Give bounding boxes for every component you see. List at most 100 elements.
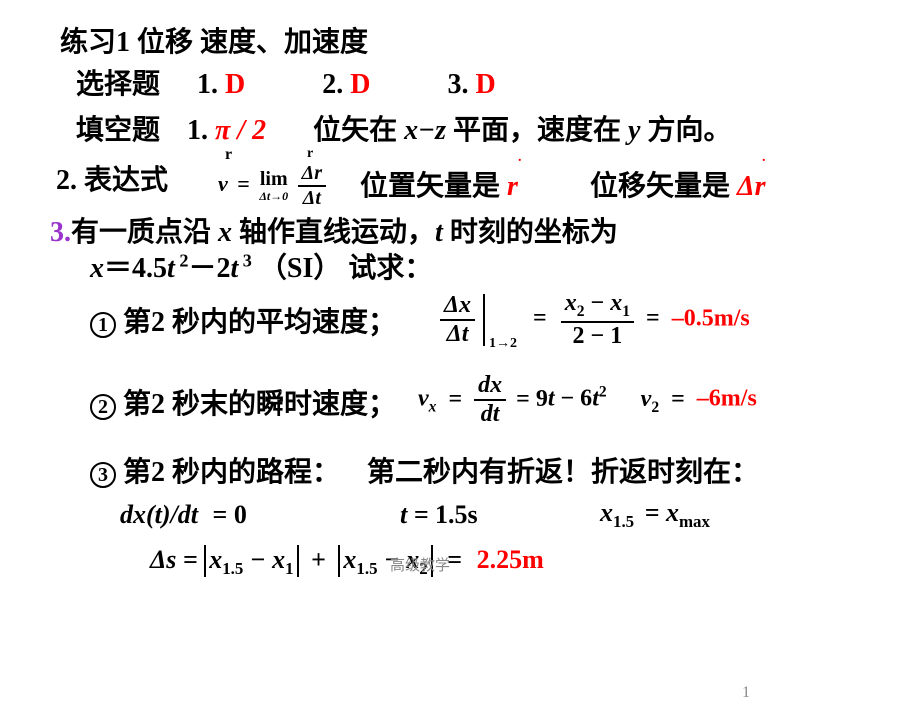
p3-eq3: x1.5 = xmax <box>600 498 710 532</box>
q3-num: 3. <box>50 217 71 248</box>
q2-posvec: 位置矢量是 r . <box>360 164 518 204</box>
fill-note1b: 平面，速度在 <box>453 115 628 146</box>
q2-posvec-dot: . <box>518 150 522 166</box>
p3-s15a: 1.5 <box>222 559 243 578</box>
q3-text2: 轴作直线运动， <box>239 217 435 248</box>
p1-minus: − <box>591 290 605 316</box>
footer-label: 高级教学 <box>390 554 450 575</box>
p3-teq: t = <box>400 500 435 529</box>
p2-eq3: = <box>671 386 685 412</box>
p3-ans: 2.25m <box>477 545 544 574</box>
p1-row: 1 第2 秒内的平均速度； <box>90 300 396 340</box>
fill-note1c: 方向。 <box>647 115 731 146</box>
p1-eq2: = <box>646 305 660 331</box>
q3-eqm: － <box>188 253 216 284</box>
p3-dxdt: dx(t)/dt <box>120 500 198 529</box>
q2-eq: = <box>237 171 250 196</box>
p3-eq2: t = 1.5s <box>400 500 478 530</box>
p2-formula: vx = dx dt = 9t − 6t2 v2 = –6m/s <box>418 372 757 428</box>
fill-a1: π / 2 <box>215 115 266 146</box>
q2-pre: 2. 表达式 <box>56 165 168 196</box>
p3-maxs: max <box>679 512 710 531</box>
fill-note1: 位矢在 <box>313 115 404 146</box>
q3-eqx: x <box>90 253 104 284</box>
q2-dispvec-lbl: 位移矢量是 <box>590 171 737 202</box>
q3-eqt2: t <box>167 253 175 284</box>
p1-lbl: 第2 秒内的平均速度； <box>123 307 396 338</box>
choice-a2: D <box>350 69 370 100</box>
p2-dt: dt <box>474 401 506 428</box>
q3-ask: 试求： <box>348 253 432 284</box>
p1-eq: = <box>533 305 547 331</box>
fill-label: 填空题 <box>76 115 160 146</box>
p3-x15a: x <box>209 545 222 574</box>
p3-eq1: dx(t)/dt = 0 <box>120 500 247 530</box>
choice-q1: 1. <box>197 69 225 100</box>
p3-x15b: x <box>343 545 356 574</box>
p2-ans: –6m/s <box>697 386 757 412</box>
q3-text1: 有一质点沿 <box>71 217 218 248</box>
p1-sub12: 1→2 <box>489 336 517 351</box>
q3-x: x <box>218 217 239 248</box>
fill-row: 填空题 1. π / 2 位矢在 x−z 平面，速度在 y 方向。 <box>76 108 731 148</box>
p2-t2: t <box>592 386 599 412</box>
q3-row: 3.有一质点沿 x 轴作直线运动，t 时刻的坐标为 <box>50 210 618 250</box>
q3-eqeq: ＝ <box>104 253 132 284</box>
p2-sq: 2 <box>599 384 607 401</box>
q2-formula: v = lim Δt→0 Δr Δt <box>218 162 326 210</box>
p3-m1: − x <box>250 545 285 574</box>
p3-tval: 1.5s <box>435 500 478 529</box>
p1-dx: Δx <box>440 292 475 321</box>
p1-frac1: Δx Δt 1→2 = x2 − x1 2 − 1 = –0.5m/s <box>440 290 750 350</box>
p3-circle: 3 <box>90 462 116 488</box>
choice-label: 选择题 <box>76 69 160 100</box>
p3-s15b: 1.5 <box>356 559 377 578</box>
q2-dr: Δr <box>298 162 326 187</box>
choice-a3: D <box>475 69 495 100</box>
p2-row: 2 第2 秒末的瞬时速度； <box>90 382 396 422</box>
q2-posvec-val: r <box>507 171 518 202</box>
p3-note: 第二秒内有折返！折返时刻在： <box>367 457 759 488</box>
choice-q2: 2. <box>322 69 350 100</box>
p1-circle: 1 <box>90 312 116 338</box>
p3-eq0: = 0 <box>213 500 247 529</box>
p3-eqmax: = x <box>645 498 679 527</box>
fill-y: y <box>628 115 647 146</box>
q2-row: 2. 表达式 <box>56 158 168 198</box>
q3-eqa: 4.5 <box>132 253 167 284</box>
p2-v2s: 2 <box>651 398 659 415</box>
p2-lbl: 第2 秒末的瞬时速度； <box>123 389 396 420</box>
fill-xz: x−z <box>404 115 453 146</box>
q2-posvec-lbl: 位置矢量是 <box>360 171 507 202</box>
p2-m: − 6 <box>555 386 593 412</box>
p1-x1: x <box>610 290 622 316</box>
q2-lim: lim <box>259 168 288 191</box>
choice-row: 选择题 1. D 2. D 3. D <box>76 62 496 102</box>
p3-ds: Δs = <box>150 545 198 574</box>
p1-x2: x <box>565 290 577 316</box>
q2-v-arrow: r <box>225 146 230 164</box>
exercise-title: 练习1 位移 速度、加速度 <box>60 20 368 60</box>
p1-den: 2 − 1 <box>561 323 634 350</box>
q2-dt0: Δt→0 <box>259 189 288 204</box>
p2-circle: 2 <box>90 394 116 420</box>
q3-eqp2: 2 <box>175 251 189 271</box>
q2-v: v <box>218 171 228 196</box>
q3-eq: x＝4.5t 2－2t 3 （SI） 试求： <box>90 246 432 286</box>
p3-plus: + <box>311 545 326 574</box>
choice-a1: D <box>225 69 245 100</box>
q3-text3: 时刻的坐标为 <box>450 217 618 248</box>
p2-t: t <box>548 386 555 412</box>
choice-q3: 3. <box>447 69 475 100</box>
q2-dr-arrow: r <box>307 146 313 162</box>
p2-dx: dx <box>474 372 506 401</box>
p3-lbl: 第2 秒内的路程： <box>123 457 340 488</box>
p3-s1a: 1 <box>285 559 293 578</box>
fill-q1: 1. <box>187 115 215 146</box>
q2-dt: Δt <box>298 187 326 210</box>
p1-ans: –0.5m/s <box>672 305 750 331</box>
p3-ds-row: Δs = x1.5 − x1 + x1.5 − x2 = 2.25m <box>150 545 544 577</box>
p3-x15s: 1.5 <box>613 512 634 531</box>
p2-vxs: x <box>429 398 437 415</box>
q2-dispvec: 位移矢量是 Δr . <box>590 164 765 204</box>
